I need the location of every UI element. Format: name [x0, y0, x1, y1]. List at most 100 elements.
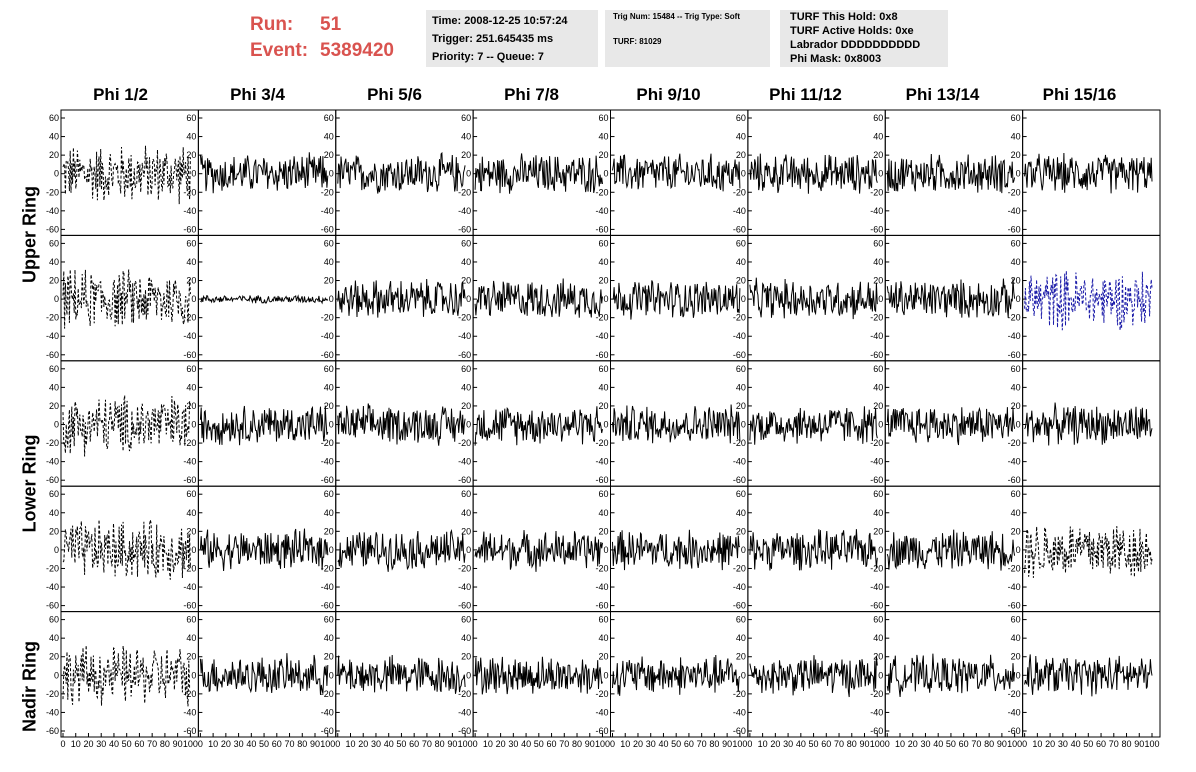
- y-tick-label: 0: [603, 169, 608, 179]
- y-tick-label: 60: [49, 113, 59, 123]
- y-tick-label: -60: [733, 475, 746, 485]
- y-tick-label: -60: [321, 475, 334, 485]
- y-tick-label: 0: [878, 294, 883, 304]
- y-tick-label: -20: [46, 438, 59, 448]
- waveform-trace: [886, 278, 1016, 318]
- y-tick-label: 0: [329, 545, 334, 555]
- y-tick-label: 0: [603, 420, 608, 430]
- waveform-trace: [474, 278, 603, 318]
- y-tick-label: 40: [461, 633, 471, 643]
- y-tick-label: 20: [1011, 276, 1021, 286]
- waveform-trace: [62, 395, 191, 457]
- y-tick-label: -40: [733, 457, 746, 467]
- x-tick-label: 50: [122, 739, 132, 749]
- y-tick-label: 60: [873, 615, 883, 625]
- y-tick-label: 60: [598, 615, 608, 625]
- y-tick-label: -60: [458, 601, 471, 611]
- x-tick-label: 100: [870, 739, 885, 749]
- x-tick-label: 40: [796, 739, 806, 749]
- y-tick-label: -40: [870, 582, 883, 592]
- y-tick-label: 60: [461, 113, 471, 123]
- y-tick-label: -60: [595, 475, 608, 485]
- y-tick-label: -40: [1008, 206, 1021, 216]
- y-tick-label: 40: [598, 132, 608, 142]
- waveform-trace: [199, 405, 329, 446]
- waveform-trace: [337, 278, 466, 318]
- x-tick-label: 70: [971, 739, 981, 749]
- y-tick-label: -40: [733, 582, 746, 592]
- y-tick-label: 20: [1011, 526, 1021, 536]
- x-tick-label: 70: [285, 739, 295, 749]
- run-value: 51: [320, 14, 342, 35]
- waveform-trace: [337, 151, 466, 194]
- y-tick-label: 40: [49, 508, 59, 518]
- y-tick-label: 40: [736, 382, 746, 392]
- y-tick-label: 60: [1011, 364, 1021, 374]
- waveform-trace: [1024, 402, 1153, 446]
- y-tick-label: 40: [461, 257, 471, 267]
- y-tick-label: 20: [49, 401, 59, 411]
- y-tick-label: 40: [1011, 508, 1021, 518]
- waveform-trace: [199, 653, 329, 695]
- y-tick-label: 60: [598, 364, 608, 374]
- phi-label-1: Phi 1/2: [93, 85, 148, 104]
- y-tick-label: -40: [458, 457, 471, 467]
- y-tick-label: -40: [321, 331, 334, 341]
- y-tick-label: 0: [1016, 169, 1021, 179]
- y-tick-label: 60: [1011, 113, 1021, 123]
- y-tick-label: 40: [1011, 257, 1021, 267]
- y-tick-label: 20: [324, 401, 334, 411]
- y-tick-label: 0: [741, 294, 746, 304]
- x-tick-label: 20: [221, 739, 231, 749]
- x-tick-label: 60: [1096, 739, 1106, 749]
- y-tick-label: -60: [1008, 350, 1021, 360]
- y-tick-label: -20: [46, 689, 59, 699]
- y-tick-label: 0: [741, 169, 746, 179]
- y-tick-label: 20: [1011, 150, 1021, 160]
- y-tick-label: 40: [461, 508, 471, 518]
- y-tick-label: 0: [466, 169, 471, 179]
- phi-label-3: Phi 5/6: [367, 85, 422, 104]
- x-tick-label: 70: [834, 739, 844, 749]
- x-tick-label: 90: [860, 739, 870, 749]
- y-tick-label: 20: [736, 652, 746, 662]
- x-tick-label: 0: [885, 739, 890, 749]
- x-tick-label: 90: [997, 739, 1007, 749]
- y-tick-label: 20: [1011, 652, 1021, 662]
- waveform-trace: [62, 519, 191, 580]
- y-tick-label: 0: [54, 169, 59, 179]
- y-tick-label: 60: [186, 113, 196, 123]
- y-tick-label: 40: [49, 132, 59, 142]
- y-tick-label: -60: [870, 350, 883, 360]
- panel-frame: [60, 611, 199, 738]
- x-tick-label: 10: [345, 739, 355, 749]
- y-tick-label: 40: [598, 382, 608, 392]
- y-tick-label: 0: [878, 670, 883, 680]
- y-tick-label: -20: [183, 313, 196, 323]
- y-tick-label: -60: [458, 726, 471, 736]
- y-tick-label: -20: [595, 438, 608, 448]
- y-tick-label: 20: [736, 150, 746, 160]
- phi-label-7: Phi 13/14: [905, 85, 980, 104]
- y-tick-label: 40: [186, 257, 196, 267]
- x-tick-label: 90: [585, 739, 595, 749]
- y-tick-label: -60: [1008, 224, 1021, 234]
- y-tick-label: 40: [873, 132, 883, 142]
- y-tick-label: 0: [1016, 545, 1021, 555]
- waveform-trace: [474, 530, 603, 572]
- y-tick-label: 0: [603, 670, 608, 680]
- waveform-trace: [337, 403, 466, 446]
- y-tick-label: 20: [873, 652, 883, 662]
- x-tick-label: 100: [732, 739, 747, 749]
- turf-this-hold: TURF This Hold: 0x8: [790, 11, 898, 23]
- y-tick-label: -40: [1008, 582, 1021, 592]
- y-tick-label: 60: [186, 364, 196, 374]
- y-tick-label: -20: [595, 689, 608, 699]
- y-tick-label: 60: [324, 364, 334, 374]
- y-tick-label: 40: [598, 508, 608, 518]
- panel-frame: [747, 109, 886, 236]
- y-tick-label: -60: [595, 601, 608, 611]
- y-tick-label: -60: [46, 726, 59, 736]
- x-tick-label: 100: [183, 739, 198, 749]
- x-tick-label: 80: [297, 739, 307, 749]
